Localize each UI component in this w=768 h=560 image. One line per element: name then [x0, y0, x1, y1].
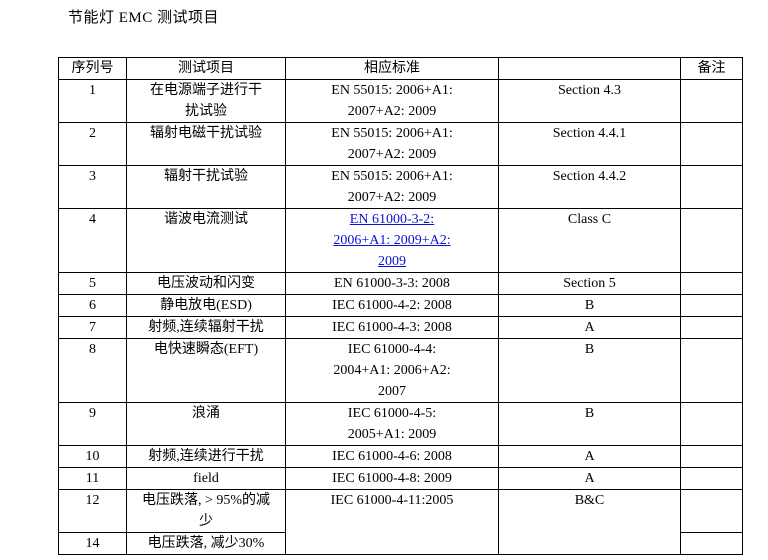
cell-test-item: 辐射电磁干扰试验	[126, 122, 286, 166]
cell-remark	[680, 316, 743, 339]
table-row: 8 电快速瞬态(EFT) IEC 61000-4-4: 2004+A1: 200…	[58, 338, 743, 403]
table-row: 14 电压跌落, 减少30%	[58, 532, 743, 555]
cell-standard: EN 61000-3-2: 2006+A1: 2009+A2: 2009	[285, 208, 499, 273]
cell-test-item: 谐波电流测试	[126, 208, 286, 273]
cell-remark	[680, 445, 743, 468]
cell-result: Section 4.3	[498, 79, 681, 123]
cell-test-item: field	[126, 467, 286, 490]
cell-standard: EN 55015: 2006+A1: 2007+A2: 2009	[285, 79, 499, 123]
cell-remark	[680, 272, 743, 295]
table-row: 4 谐波电流测试 EN 61000-3-2: 2006+A1: 2009+A2:…	[58, 208, 743, 273]
cell-standard: IEC 61000-4-5: 2005+A1: 2009	[285, 402, 499, 446]
col-header-test-item: 测试项目	[126, 57, 286, 80]
cell-remark	[680, 402, 743, 446]
cell-test-item: 电压跌落, > 95%的减 少	[126, 489, 286, 533]
cell-test-item: 在电源端子进行干 扰试验	[126, 79, 286, 123]
col-header-standard: 相应标准	[285, 57, 499, 80]
cell-remark	[680, 208, 743, 273]
table-row: 12 电压跌落, > 95%的减 少 IEC 61000-4-11:2005 B…	[58, 489, 743, 555]
cell-remark	[680, 294, 743, 317]
cell-result: Section 4.4.2	[498, 165, 681, 209]
cell-serial: 3	[58, 165, 127, 209]
cell-serial: 9	[58, 402, 127, 446]
cell-remark	[680, 467, 743, 490]
cell-remark	[680, 489, 743, 533]
table-row: 3 辐射干扰试验 EN 55015: 2006+A1: 2007+A2: 200…	[58, 165, 743, 209]
table-row: 1 在电源端子进行干 扰试验 EN 55015: 2006+A1: 2007+A…	[58, 79, 743, 123]
cell-standard: EN 55015: 2006+A1: 2007+A2: 2009	[285, 122, 499, 166]
cell-serial: 8	[58, 338, 127, 403]
table-row: 6 静电放电(ESD) IEC 61000-4-2: 2008 B	[58, 294, 743, 317]
cell-remark	[680, 79, 743, 123]
cell-remark	[680, 165, 743, 209]
cell-serial: 11	[58, 467, 127, 490]
cell-result: B	[498, 338, 681, 403]
cell-result: B	[498, 402, 681, 446]
cell-test-item: 浪涌	[126, 402, 286, 446]
standard-link[interactable]: EN 61000-3-2: 2006+A1: 2009+A2: 2009	[333, 212, 451, 269]
cell-test-item: 电压波动和闪变	[126, 272, 286, 295]
cell-result: Section 4.4.1	[498, 122, 681, 166]
col-header-remark: 备注	[680, 57, 743, 80]
table-row: 10 射频,连续进行干扰 IEC 61000-4-6: 2008 A	[58, 445, 743, 468]
cell-serial: 1	[58, 79, 127, 123]
cell-result: A	[498, 467, 681, 490]
table-row: 7 射频,连续辐射干扰 IEC 61000-4-3: 2008 A	[58, 316, 743, 339]
cell-standard: IEC 61000-4-6: 2008	[285, 445, 499, 468]
cell-test-item: 电快速瞬态(EFT)	[126, 338, 286, 403]
cell-standard: IEC 61000-4-11:2005	[285, 489, 499, 555]
cell-serial: 5	[58, 272, 127, 295]
emc-test-table: 序列号 测试项目 相应标准 备注 1 在电源端子进行干 扰试验 EN 55015…	[58, 57, 743, 555]
cell-serial: 4	[58, 208, 127, 273]
cell-standard: IEC 61000-4-4: 2004+A1: 2006+A2: 2007	[285, 338, 499, 403]
table-row: 2 辐射电磁干扰试验 EN 55015: 2006+A1: 2007+A2: 2…	[58, 122, 743, 166]
cell-remark	[680, 532, 743, 555]
cell-remark	[680, 338, 743, 403]
cell-test-item: 静电放电(ESD)	[126, 294, 286, 317]
cell-standard: EN 55015: 2006+A1: 2007+A2: 2009	[285, 165, 499, 209]
cell-remark	[680, 122, 743, 166]
cell-standard: IEC 61000-4-2: 2008	[285, 294, 499, 317]
cell-serial: 7	[58, 316, 127, 339]
cell-serial: 10	[58, 445, 127, 468]
col-header-serial: 序列号	[58, 57, 127, 80]
table-row: 11 field IEC 61000-4-8: 2009 A	[58, 467, 743, 490]
document-title: 节能灯 EMC 测试项目	[68, 10, 220, 26]
table-header-row: 序列号 测试项目 相应标准 备注	[58, 57, 743, 80]
cell-test-item: 辐射干扰试验	[126, 165, 286, 209]
col-header-blank	[498, 57, 681, 80]
cell-test-item: 射频,连续进行干扰	[126, 445, 286, 468]
cell-serial: 6	[58, 294, 127, 317]
cell-test-item: 电压跌落, 减少30%	[126, 532, 286, 555]
cell-standard: EN 61000-3-3: 2008	[285, 272, 499, 295]
cell-result: A	[498, 445, 681, 468]
cell-standard: IEC 61000-4-8: 2009	[285, 467, 499, 490]
table-row: 5 电压波动和闪变 EN 61000-3-3: 2008 Section 5	[58, 272, 743, 295]
cell-test-item: 射频,连续辐射干扰	[126, 316, 286, 339]
cell-serial: 14	[58, 532, 127, 555]
cell-result: A	[498, 316, 681, 339]
cell-serial: 12	[58, 489, 127, 533]
cell-serial: 2	[58, 122, 127, 166]
table-row: 9 浪涌 IEC 61000-4-5: 2005+A1: 2009 B	[58, 402, 743, 446]
cell-result: B	[498, 294, 681, 317]
cell-result: B&C	[498, 489, 681, 555]
cell-result: Section 5	[498, 272, 681, 295]
cell-result: Class C	[498, 208, 681, 273]
cell-standard: IEC 61000-4-3: 2008	[285, 316, 499, 339]
